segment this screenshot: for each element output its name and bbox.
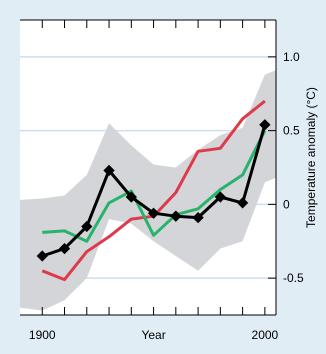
- series-2-point-9: [236, 197, 249, 209]
- axes: [20, 19, 277, 316]
- labels: -0.5 0 0.5 1.0 1900 Year 2000 Temperature anoma…: [29, 50, 318, 342]
- uncertainty-band: [20, 70, 276, 311]
- x-tick-label-2: 2000: [252, 328, 279, 342]
- series-2-point-4: [125, 191, 137, 203]
- series-2-point-8: [214, 191, 227, 203]
- y-tick-label-0: -0.5: [283, 271, 304, 285]
- y-tick-label-2: 0.5: [283, 124, 300, 138]
- series-2-point-7: [192, 211, 204, 224]
- series-2-point-6: [170, 210, 182, 222]
- y-tick-label-1: 0: [283, 197, 290, 211]
- series-group: [36, 99, 271, 282]
- series-2-point-0: [36, 250, 48, 262]
- x-tick-label-1: Year: [141, 328, 165, 342]
- y-axis-label: Temperature anomaly (°C): [304, 87, 318, 228]
- series-2-point-5: [147, 207, 160, 219]
- y-tick-label-3: 1.0: [283, 50, 300, 64]
- x-tick-label-0: 1900: [29, 328, 56, 342]
- series-1-line: [42, 129, 267, 243]
- uncertainty-band-area: [20, 70, 276, 311]
